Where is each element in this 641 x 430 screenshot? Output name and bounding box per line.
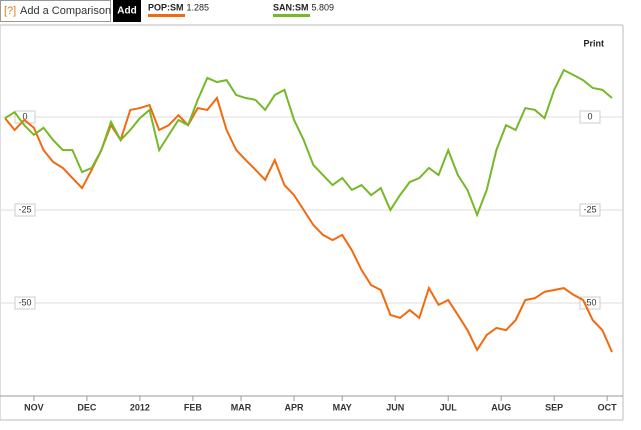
legend-swatch [273,14,310,17]
y-tick-box [14,296,36,310]
legend-last: 5.809 [312,2,335,12]
add-button-label: Add [117,6,136,17]
x-tick-label: MAR [231,402,252,412]
x-tick-label: APR [285,402,305,412]
y-tick-label: 0 [587,111,592,121]
legend-last: 1.285 [187,2,210,12]
series-line [4,68,613,218]
y-tick-label: -50 [18,297,31,307]
x-tick-label: FEB [184,402,203,412]
x-tick-label: AUG [491,402,511,412]
y-tick-label: -25 [583,204,596,214]
x-tick-label: 2012 [130,402,150,412]
input-placeholder: Add a Comparison [20,5,111,17]
x-tick-label: MAY [333,402,352,412]
y-tick-box [579,110,601,124]
legend-name: POP:SM [148,2,184,12]
x-tick-label: NOV [24,402,44,412]
series-line [4,95,613,353]
x-tick-label: SEP [545,402,563,412]
y-tick-label: -50 [583,297,596,307]
y-tick-label: -25 [18,204,31,214]
y-tick-box [579,203,601,217]
print-link[interactable]: Print [583,38,604,48]
legend-name: SAN:SM [273,2,309,12]
y-tick-box [14,203,36,217]
x-tick-label: DEC [77,402,97,412]
legend-swatch [148,14,185,17]
add-button[interactable] [113,0,141,22]
comparison-input[interactable] [0,0,111,22]
x-tick-label: JUL [440,402,458,412]
y-tick-label: 0 [22,111,27,121]
help-icon[interactable]: [?] [4,5,16,17]
x-tick-label: OCT [598,402,618,412]
x-tick-label: JUN [386,402,404,412]
